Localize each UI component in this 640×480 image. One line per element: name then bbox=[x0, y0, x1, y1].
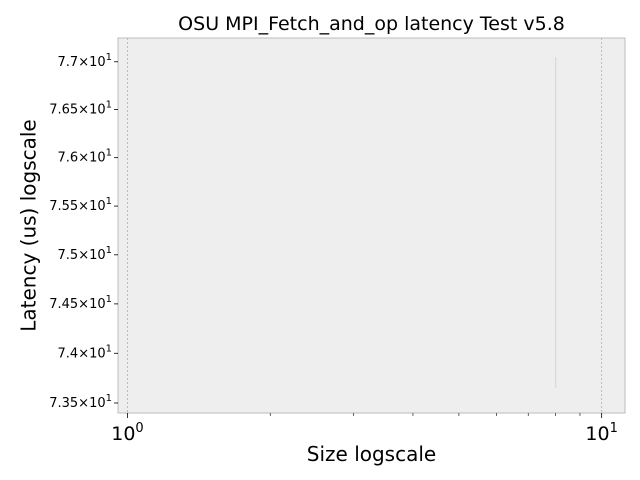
y-tick-label: 7.45×101 bbox=[49, 294, 112, 312]
chart-title: OSU MPI_Fetch_and_op latency Test v5.8 bbox=[178, 13, 565, 35]
y-axis-label: Latency (us) logscale bbox=[17, 119, 41, 332]
y-tick-label: 7.6×101 bbox=[58, 148, 112, 166]
y-tick-label: 7.4×101 bbox=[58, 343, 112, 361]
y-tick-label: 7.55×101 bbox=[49, 196, 112, 214]
x-tick-label: 100 bbox=[111, 421, 143, 445]
y-tick-label: 7.65×101 bbox=[49, 100, 112, 118]
x-tick-label: 101 bbox=[585, 421, 617, 445]
y-tick-label: 7.35×101 bbox=[49, 393, 112, 411]
plot-frame bbox=[117, 37, 626, 414]
y-tick-label: 7.5×101 bbox=[58, 245, 112, 263]
y-tick-label: 7.7×101 bbox=[58, 52, 112, 70]
x-axis-label: Size logscale bbox=[307, 442, 436, 466]
plot-background bbox=[118, 38, 625, 413]
